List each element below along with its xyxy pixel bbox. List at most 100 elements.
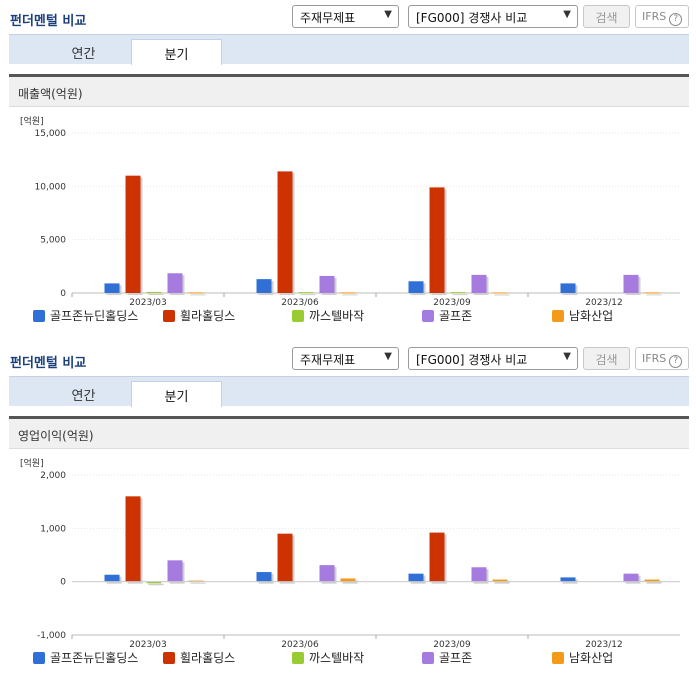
tab-quarterly[interactable]: 분기 [131,381,222,407]
help-icon: ? [669,355,683,368]
bar [104,283,120,293]
bar [644,579,660,582]
tab-quarterly[interactable]: 분기 [131,39,222,65]
ifrs-help-button[interactable]: IFRS? [635,347,689,370]
legend-item[interactable]: 골프존뉴딘홀딩스 [33,307,138,324]
legend-label: 골프존뉴딘홀딩스 [50,651,139,665]
bar [188,580,204,582]
legend-label: 휠라홀딩스 [180,309,236,323]
legend-swatch [292,652,304,664]
bar [167,273,183,293]
y-tick-label: 15,000 [35,129,67,139]
legend-swatch [552,652,564,664]
legend-swatch [292,310,304,322]
legend-label: 골프존뉴딘홀딩스 [50,309,139,323]
bar [492,292,508,294]
x-tick-label: 2023/12 [585,298,622,308]
bar-shadow [148,583,164,586]
legend-item[interactable]: 까스텔바작 [292,307,364,324]
bar [277,533,293,582]
chevron-down-icon: ▼ [563,9,571,20]
search-button[interactable]: 검색 [583,5,630,28]
section-title: 매출액(억원) [9,77,689,107]
bar-shadow [148,293,164,295]
operating-profit-chart: -1,000 0 1,000 2,000 2023/03 2023/06 2023/09 20… [37,471,680,650]
bar [277,171,293,293]
y-tick-label: 1,000 [40,524,66,534]
y-unit-label: [억원] [20,459,44,469]
legend-label: 휠라홀딩스 [180,651,236,665]
comparison-select-value: [FG000] 경쟁사 비교 [416,353,528,367]
legend-item[interactable]: 까스텔바작 [292,649,364,666]
comparison-select[interactable]: [FG000] 경쟁사 비교 ▼ [408,347,578,370]
legend-item[interactable]: 골프존 [422,307,472,324]
y-tick-label: 10,000 [35,182,67,192]
fundamental-panel-operating-profit: 펀더멘털 비교 주재무제표 ▼ [FG000] 경쟁사 비교 ▼ 검색 IFRS… [0,342,696,684]
ifrs-label: IFRS [642,10,667,23]
section-title: 영업이익(억원) [9,419,689,449]
bar [256,279,272,293]
bar-shadow [452,294,468,296]
bar [408,573,424,582]
bar-shadow [646,581,662,584]
y-tick-label: 5,000 [40,236,66,246]
y-tick-label: 0 [60,578,66,588]
legend-swatch [163,310,175,322]
bar [340,578,356,582]
legend-swatch [422,652,434,664]
y-unit-label: [억원] [20,117,44,127]
bar [623,274,639,293]
fundamental-panel-revenue: 펀더멘털 비교 주재무제표 ▼ [FG000] 경쟁사 비교 ▼ 검색 IFRS… [0,5,696,323]
tab-annual[interactable]: 연간 [71,389,96,404]
comparison-select-value: [FG000] 경쟁사 비교 [416,11,528,25]
comparison-select[interactable]: [FG000] 경쟁사 비교 ▼ [408,5,578,28]
y-tick-label: -1,000 [37,631,66,641]
period-tabs: 연간 분기 [9,34,689,65]
legend-label: 골프존 [439,309,473,323]
panel-title: 펀더멘털 비교 [10,356,87,371]
bar [471,567,487,582]
legend-item[interactable]: 골프존 [422,649,472,666]
tab-annual[interactable]: 연간 [71,47,96,62]
panel-title: 펀더멘털 비교 [10,14,87,29]
bar [450,292,466,294]
legend-label: 남화산업 [569,309,614,323]
bar [623,573,639,582]
y-tick-label: 0 [60,289,66,299]
bar-shadow [494,581,510,584]
bar [429,187,445,293]
bar [644,292,660,294]
bar [471,274,487,293]
legend-item[interactable]: 휠라홀딩스 [163,307,235,324]
legend-label: 까스텔바작 [309,651,365,665]
legend-swatch [33,652,45,664]
bar [125,175,141,293]
chart-legend: 골프존뉴딘홀딩스 휠라홀딩스 까스텔바작 골프존 남화산업 [0,307,696,323]
divider [9,416,689,419]
legend-item[interactable]: 남화산업 [552,307,613,324]
bar [298,292,314,294]
ifrs-help-button[interactable]: IFRS? [635,5,689,28]
period-tabs: 연간 분기 [9,376,689,407]
legend-label: 남화산업 [569,651,614,665]
bar [492,579,508,582]
chevron-down-icon: ▼ [384,351,392,362]
statement-select[interactable]: 주재무제표 ▼ [292,5,399,28]
bar-shadow [300,294,316,296]
revenue-chart: 0 5,000 10,000 15,000 2023/03 2023/06 2023/09 2… [35,129,680,308]
legend-item[interactable]: 골프존뉴딘홀딩스 [33,649,138,666]
statement-select[interactable]: 주재무제표 ▼ [292,347,399,370]
legend-item[interactable]: 휠라홀딩스 [163,649,235,666]
legend-item[interactable]: 남화산업 [552,649,613,666]
ifrs-label: IFRS [642,352,667,365]
bar [429,532,445,582]
bar [319,565,335,582]
bar [167,560,183,582]
bar-shadow [342,294,358,296]
chevron-down-icon: ▼ [563,351,571,362]
bar [146,581,162,584]
legend-label: 골프존 [439,651,473,665]
legend-swatch [33,310,45,322]
search-button[interactable]: 검색 [583,347,630,370]
chevron-down-icon: ▼ [384,9,392,20]
